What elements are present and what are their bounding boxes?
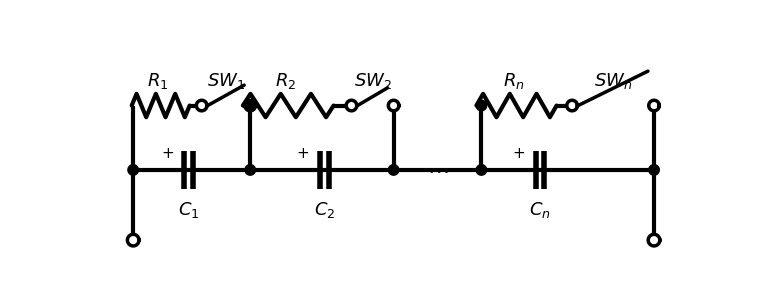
Polygon shape bbox=[476, 100, 487, 111]
Polygon shape bbox=[127, 234, 139, 246]
Polygon shape bbox=[567, 100, 578, 111]
Polygon shape bbox=[648, 234, 660, 246]
Text: $SW_n$: $SW_n$ bbox=[594, 71, 632, 91]
Text: $R_n$: $R_n$ bbox=[503, 71, 525, 91]
Text: $C_n$: $C_n$ bbox=[529, 200, 551, 220]
Text: $\cdots$: $\cdots$ bbox=[427, 160, 449, 180]
Text: $+$: $+$ bbox=[161, 146, 174, 161]
Text: $+$: $+$ bbox=[296, 146, 310, 161]
Polygon shape bbox=[389, 165, 399, 175]
Polygon shape bbox=[245, 165, 256, 175]
Text: $R_1$: $R_1$ bbox=[147, 71, 168, 91]
Polygon shape bbox=[649, 100, 659, 111]
Polygon shape bbox=[245, 100, 256, 111]
Polygon shape bbox=[649, 165, 659, 175]
Text: $SW_2$: $SW_2$ bbox=[353, 71, 392, 91]
Text: $C_1$: $C_1$ bbox=[178, 200, 200, 220]
Polygon shape bbox=[346, 100, 356, 111]
Polygon shape bbox=[389, 100, 399, 111]
Text: $C_2$: $C_2$ bbox=[314, 200, 335, 220]
Polygon shape bbox=[128, 165, 138, 175]
Polygon shape bbox=[245, 100, 256, 111]
Text: $R_2$: $R_2$ bbox=[275, 71, 296, 91]
Text: $SW_1$: $SW_1$ bbox=[207, 71, 245, 91]
Polygon shape bbox=[197, 100, 207, 111]
Polygon shape bbox=[476, 165, 487, 175]
Text: $+$: $+$ bbox=[511, 146, 525, 161]
